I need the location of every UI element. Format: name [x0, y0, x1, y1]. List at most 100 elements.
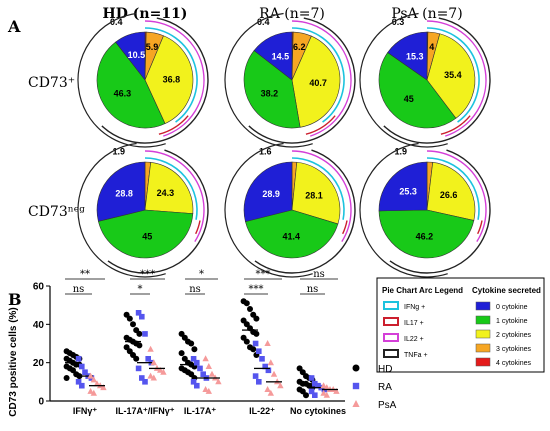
legend-marker: [352, 382, 360, 390]
pie-arc: [77, 12, 166, 148]
x-tick-label: IFNγ⁺: [73, 406, 98, 416]
pie-legend: Pie Chart Arc Legend Cytokine secreted I…: [376, 277, 545, 373]
pie-slice: [115, 31, 146, 81]
data-point: [333, 387, 340, 394]
significance-label: ns: [189, 284, 201, 295]
y-tick-label: 60: [33, 282, 45, 293]
pie-arc: [383, 17, 491, 144]
data-point: [320, 389, 327, 396]
data-point: [142, 331, 148, 337]
pie-arc: [477, 220, 483, 235]
data-point: [160, 368, 167, 375]
pie-arc: [248, 17, 356, 144]
data-point: [205, 387, 212, 394]
column-header-ra: RA (n=7): [259, 6, 325, 22]
significance-label: ***: [256, 269, 271, 280]
column-header-psa: PsA (n=7): [391, 6, 462, 22]
data-point: [253, 315, 260, 322]
significance-label: ***: [249, 284, 264, 295]
y-axis-label: CD73 positive cells (%): [8, 307, 19, 416]
series-legend-label: RA: [378, 382, 392, 393]
pie-slice-label: 4: [429, 42, 434, 52]
pie-slice: [426, 33, 476, 119]
pie-arc: [291, 157, 345, 220]
data-point: [253, 330, 260, 337]
slice-legend-swatch: [475, 343, 491, 353]
pie-slice-label: 15.3: [406, 52, 424, 62]
data-point: [277, 382, 284, 389]
pie-slice: [243, 50, 301, 129]
pie-slice-label: 25.3: [399, 187, 417, 197]
row-label-cd73-pos: CD73⁺: [28, 75, 75, 91]
pie-slice-label: 10.5: [128, 50, 146, 60]
pie-slice-label: 24.3: [157, 188, 175, 198]
pie-slice: [243, 161, 293, 223]
dot-plot: CD73 positive cells (%) 0 20 40 60 IFNγ⁺ IL-1…: [8, 269, 397, 417]
pie-slice-label: 0.4: [257, 17, 270, 27]
data-point: [75, 379, 82, 385]
data-point: [267, 389, 274, 396]
data-point: [259, 356, 265, 362]
pie-slice: [96, 161, 146, 222]
pie-arc: [224, 142, 313, 278]
pie-slice: [97, 209, 194, 259]
pie-slice-label: 40.7: [309, 78, 327, 88]
legend-marker: [352, 364, 360, 372]
data-point: [130, 321, 136, 328]
arc-legend-label: TNFa +: [404, 352, 428, 359]
y-tick-label: 20: [33, 358, 45, 369]
slice-legend-label: 2 cytokines: [496, 332, 532, 339]
pie-slice: [291, 161, 341, 225]
data-point: [75, 356, 82, 362]
data-point: [265, 367, 272, 374]
data-point: [126, 315, 133, 322]
data-point: [142, 379, 148, 385]
pie-cd73pos-hd: 0.4 5.9 36.8 46.3 10.5: [77, 12, 209, 148]
pie-arc: [107, 149, 209, 274]
slice-legend-label: 0 cytokine: [496, 304, 528, 311]
series-psa: [87, 340, 340, 398]
pie-arc: [144, 150, 205, 242]
column-header-hd: HD (n=11): [103, 6, 188, 22]
y-tick-label: 40: [33, 320, 45, 331]
data-point: [264, 340, 271, 346]
significance-label: ns: [73, 284, 85, 295]
pie-arc: [426, 20, 487, 137]
data-point: [90, 389, 97, 396]
pie-slice: [144, 35, 194, 125]
data-point: [303, 392, 309, 399]
data-point: [157, 366, 164, 373]
data-point: [247, 306, 253, 312]
pie-slice-label: 45: [142, 231, 152, 241]
data-point: [308, 388, 315, 395]
data-point: [202, 386, 209, 392]
pie-slice-label: 6.2: [293, 42, 306, 52]
x-tick-label: No cytokines: [290, 406, 346, 416]
pie-charts: 0.4 5.9 36.8 46.3 10.5 0.4 6.2 40.7 38.2 14.5 0.3 4…: [77, 12, 491, 278]
arc-legend-label: IL22 +: [404, 336, 424, 343]
pie-slice-label: 1.9: [394, 146, 407, 156]
pie-arc: [359, 142, 448, 278]
pie-cd73neg-ra: 1.6 28.1 41.4 28.9: [224, 142, 356, 278]
data-point: [87, 372, 94, 379]
pie-arc: [195, 220, 201, 235]
data-point: [133, 355, 140, 362]
pie-slice-label: 36.8: [163, 75, 181, 85]
data-point: [250, 346, 257, 353]
panel-a-label: A: [7, 17, 21, 36]
pie-arc: [426, 157, 480, 220]
pie-cd73pos-ra: 0.4 6.2 40.7 38.2 14.5: [224, 12, 356, 148]
legend-frame: [376, 277, 545, 373]
pie-cd73pos-psa: 0.3 4 35.4 45 15.3: [359, 12, 491, 148]
data-point: [252, 373, 259, 379]
pie-arc: [144, 20, 205, 137]
data-point: [191, 346, 198, 353]
data-point: [197, 365, 203, 372]
arc-legend-label: IL17 +: [404, 320, 424, 327]
data-point: [79, 382, 85, 389]
slice-legend-swatch: [475, 301, 491, 311]
data-point: [264, 386, 271, 392]
pie-arc: [144, 27, 198, 123]
data-point: [205, 363, 212, 369]
pie-slice: [426, 162, 476, 221]
